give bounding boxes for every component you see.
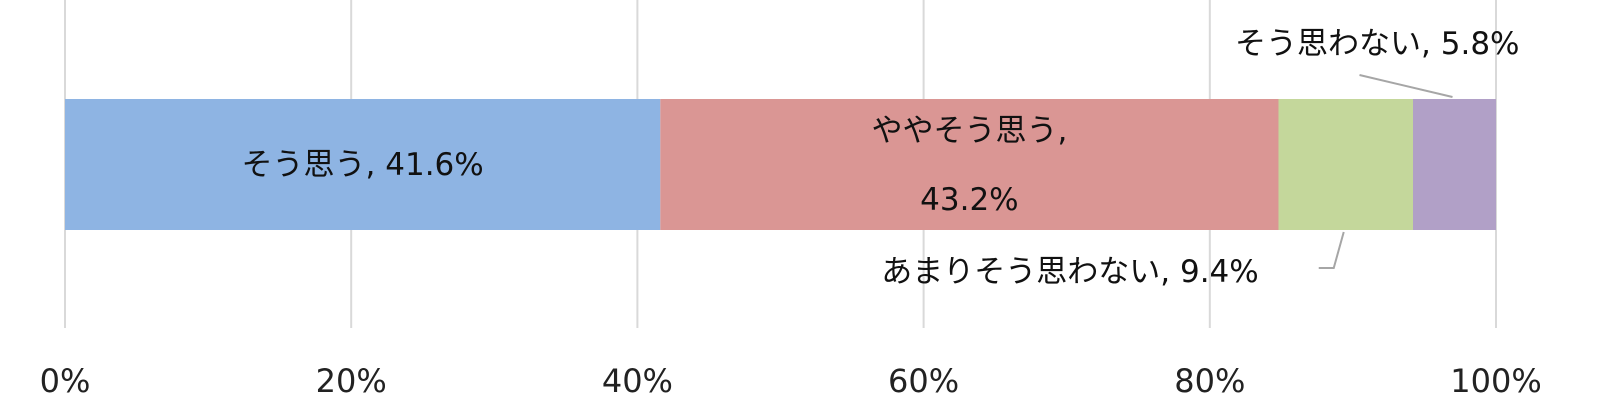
x-tick-label: 40%	[602, 362, 673, 400]
bar-segment-4	[1413, 99, 1496, 230]
bar-segment-3	[1278, 99, 1414, 230]
data-label-segment-3: あまりそう思わない, 9.4%	[881, 254, 1258, 290]
bar-segments	[65, 99, 1496, 230]
bar-segment-2	[660, 99, 1279, 230]
leader-line-segment-3	[1318, 231, 1345, 269]
data-labels: そう思う, 41.6% ややそう思う, 43.2% あまりそう思わない, 9.4% そう…	[242, 26, 1520, 290]
x-tick-label: 60%	[888, 362, 959, 400]
data-label-segment-2-line-1: ややそう思う,	[871, 113, 1067, 149]
x-tick-label: 0%	[40, 362, 91, 400]
x-tick-label: 20%	[316, 362, 387, 400]
data-label-segment-4: そう思わない, 5.8%	[1235, 26, 1519, 62]
x-tick-label: 100%	[1450, 362, 1541, 400]
leader-line-segment-4	[1359, 74, 1453, 98]
data-label-segment-2-line-2: 43.2%	[920, 182, 1018, 218]
x-axis-ticks: 0% 20% 40% 60% 80% 100%	[40, 362, 1542, 400]
data-label-segment-1: そう思う, 41.6%	[242, 147, 484, 183]
bar-segment-1	[65, 99, 661, 230]
x-tick-label: 80%	[1174, 362, 1245, 400]
